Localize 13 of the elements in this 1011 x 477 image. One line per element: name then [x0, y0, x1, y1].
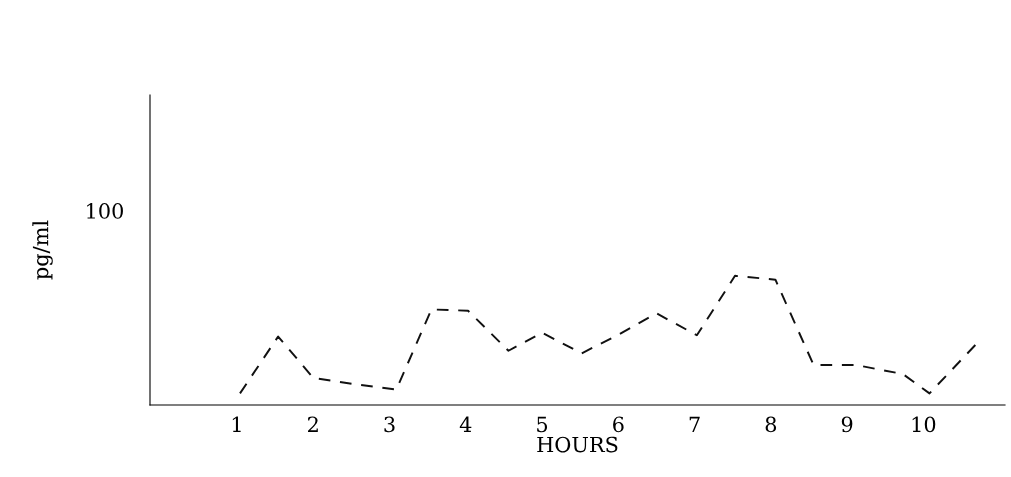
y-axis-title: pg/ml [32, 220, 53, 280]
x-tick-label: 6 [613, 416, 624, 433]
x-tick-label: 9 [841, 416, 853, 433]
x-tick-label: 1 [232, 416, 241, 432]
x-axis-title: HOURS [537, 436, 618, 453]
x-tick-label: 2 [308, 416, 318, 432]
x-tick-label: 3 [384, 416, 395, 433]
x-tick-label: 5 [537, 416, 548, 433]
x-tick-label: 4 [459, 416, 472, 432]
x-tick-label: 10 [912, 416, 936, 433]
x-tick-label: 7 [689, 416, 700, 432]
text: 100 [87, 203, 123, 219]
x-tick-label: 8 [765, 416, 777, 433]
